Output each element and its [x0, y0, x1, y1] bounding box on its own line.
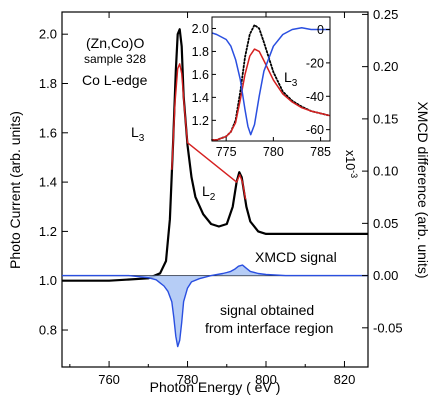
x-axis-label: Photon Energy ( eV ) — [150, 379, 281, 395]
l2-peak-label: L2 — [202, 183, 216, 203]
x-tick-label: 780 — [177, 372, 199, 387]
inset-y-tick-label: 1.6 — [192, 68, 209, 82]
inset-xmcd-line — [211, 27, 330, 136]
y2-axis-label: XMCD difference (arb. units) — [415, 101, 431, 278]
sample-name-annotation: (Zn,Co)O — [86, 35, 144, 51]
y2-tick-label: 0.20 — [373, 59, 398, 74]
y-axis-label: Photo Current (arb. units) — [7, 111, 23, 269]
y2-tick-label: 0.00 — [373, 268, 398, 283]
inset-y-tick-label: 1.2 — [192, 114, 209, 128]
y-tick-label: 2.0 — [39, 27, 57, 42]
y2-tick-label: 0.15 — [373, 111, 398, 126]
main-plot-frame — [61, 11, 369, 368]
inset-y2-tick-label: -40 — [306, 90, 324, 104]
xmcd-line — [62, 264, 368, 348]
y-tick-label: 1.6 — [39, 125, 57, 140]
edge-annotation: Co L-edge — [82, 72, 148, 88]
y-tick-label: 0.8 — [39, 323, 57, 338]
y-tick-label: 1.0 — [39, 273, 57, 288]
inset-l3-label: L3 — [284, 69, 298, 89]
y2-tick-label: 0.25 — [373, 7, 398, 22]
interface-signal-label-1: signal obtained — [220, 302, 314, 318]
main-ticks-group: 760 780 800 820 0.8 1.0 1.2 1.4 1.6 1.8 2.0 -0.05 0.… — [39, 7, 403, 387]
inset-y-tick-label: 1.8 — [192, 45, 209, 59]
y-tick-label: 1.2 — [39, 224, 57, 239]
inset-x-tick-label: 780 — [263, 145, 284, 159]
inset-y2-tick-label: 0 — [317, 23, 324, 37]
inset-y2-tick-label: -60 — [306, 123, 324, 137]
photo-current-red-line — [171, 63, 247, 200]
y2-tick-label: -0.05 — [373, 320, 403, 335]
y2-tick-label: 0.10 — [373, 164, 398, 179]
x-tick-label: 800 — [255, 372, 277, 387]
xmcd-signal-label: XMCD signal — [255, 249, 337, 265]
interface-signal-label-2: from interface region — [205, 320, 333, 336]
main-series-group — [62, 28, 368, 348]
inset-series-group — [211, 24, 331, 141]
inset-ticks-group: 775 780 785 1.2 1.4 1.6 1.8 2.0 -60 -40 -20 0 — [192, 22, 331, 159]
inset-frame — [211, 16, 331, 142]
inset-y-tick-label: 2.0 — [192, 22, 209, 36]
y-tick-label: 1.4 — [39, 175, 57, 190]
inset-x-tick-label: 775 — [216, 145, 237, 159]
y2-tick-label: 0.05 — [373, 216, 398, 231]
sample-number-annotation: sample 328 — [84, 52, 146, 66]
inset-background — [212, 17, 330, 141]
y-tick-label: 1.8 — [39, 76, 57, 91]
x-tick-label: 820 — [334, 372, 356, 387]
l3-peak-label: L3 — [131, 124, 145, 144]
photo-current-line — [62, 28, 368, 282]
x-tick-label: 760 — [98, 372, 120, 387]
inset-y2-tick-label: -20 — [306, 56, 324, 70]
inset-x-tick-label: 785 — [310, 145, 331, 159]
inset-y2-scale-label: x10-3 — [343, 150, 359, 178]
inset-y-tick-label: 1.4 — [192, 91, 209, 105]
inset-red-line — [212, 48, 331, 141]
